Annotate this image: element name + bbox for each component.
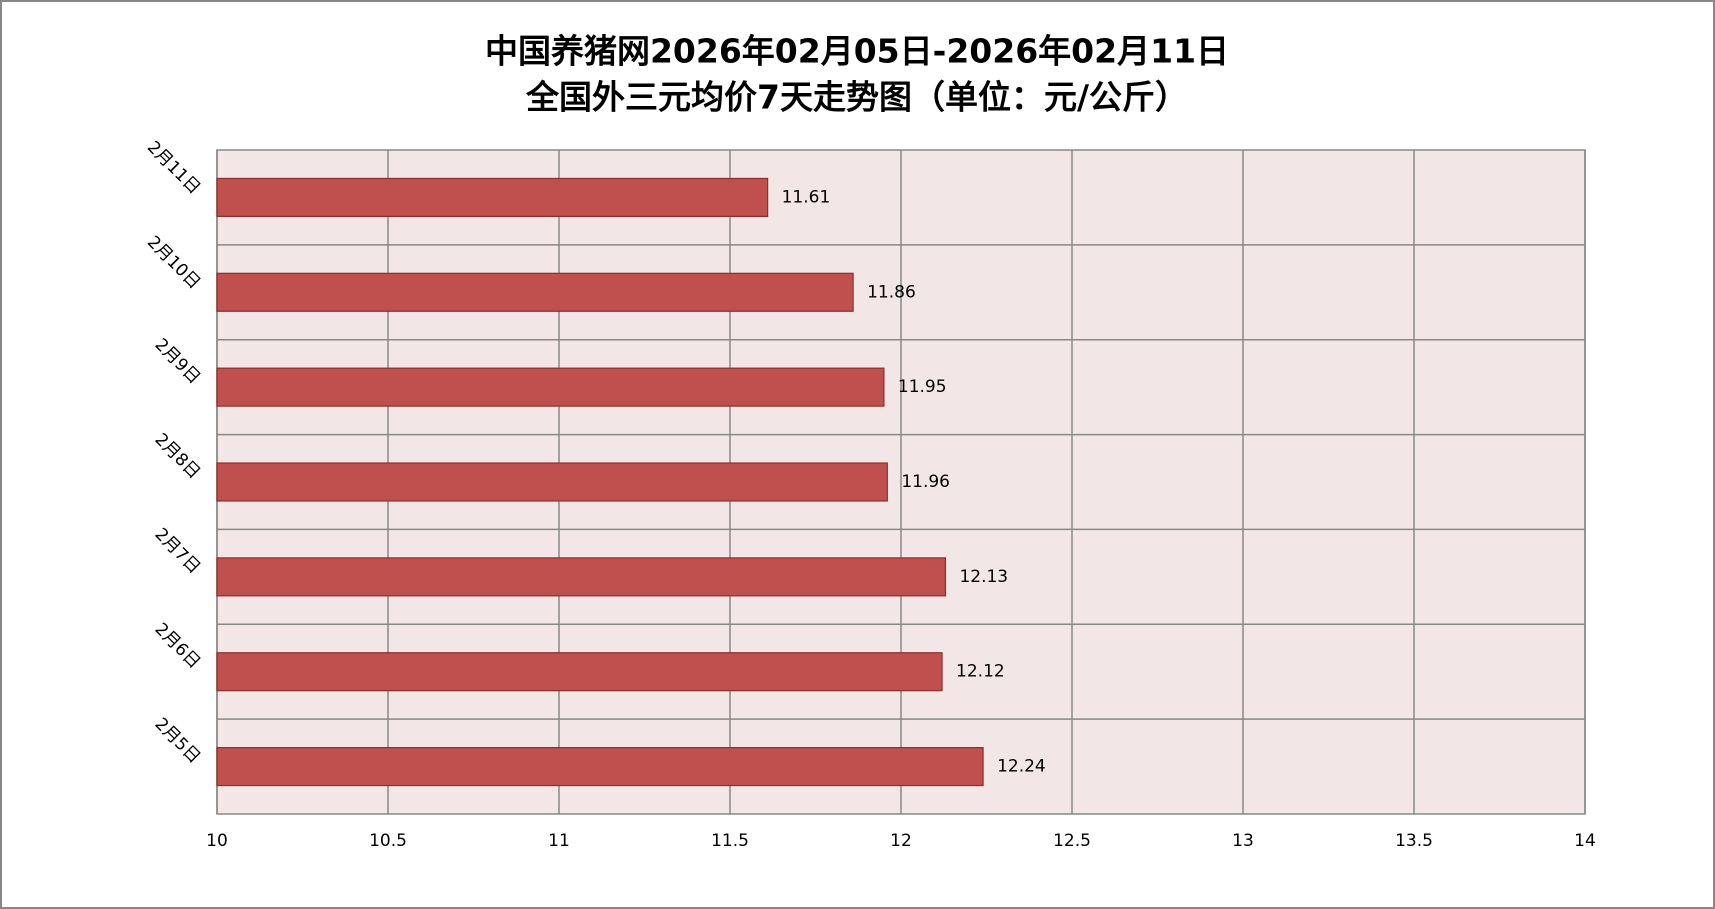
bar	[216, 462, 888, 502]
x-tick-label: 10	[206, 831, 228, 851]
x-tick-label: 11	[548, 831, 570, 851]
chart-title: 全国外三元均价7天走势图（单位：元/公斤）	[525, 78, 1188, 117]
value-label: 12.13	[959, 567, 1008, 587]
chart-title: 中国养猪网2026年02月05日-2026年02月11日	[485, 32, 1229, 71]
value-label: 11.61	[782, 187, 831, 207]
x-tick-label: 14	[1574, 831, 1596, 851]
x-tick-label: 12.5	[1053, 831, 1091, 851]
x-tick-label: 10.5	[369, 831, 407, 851]
bar	[216, 557, 947, 597]
bar	[216, 177, 769, 217]
value-label: 11.86	[867, 282, 916, 302]
bar	[216, 652, 943, 692]
bar	[216, 272, 854, 312]
bar	[216, 746, 984, 787]
x-tick-label: 12	[890, 831, 912, 851]
value-label: 12.24	[997, 757, 1046, 777]
value-label: 11.96	[901, 472, 950, 492]
x-tick-label: 13	[1232, 831, 1254, 851]
x-tick-label: 13.5	[1395, 831, 1433, 851]
value-label: 12.12	[956, 662, 1005, 682]
x-tick-label: 11.5	[711, 831, 749, 851]
value-label: 11.95	[898, 377, 947, 397]
bar	[216, 367, 885, 407]
